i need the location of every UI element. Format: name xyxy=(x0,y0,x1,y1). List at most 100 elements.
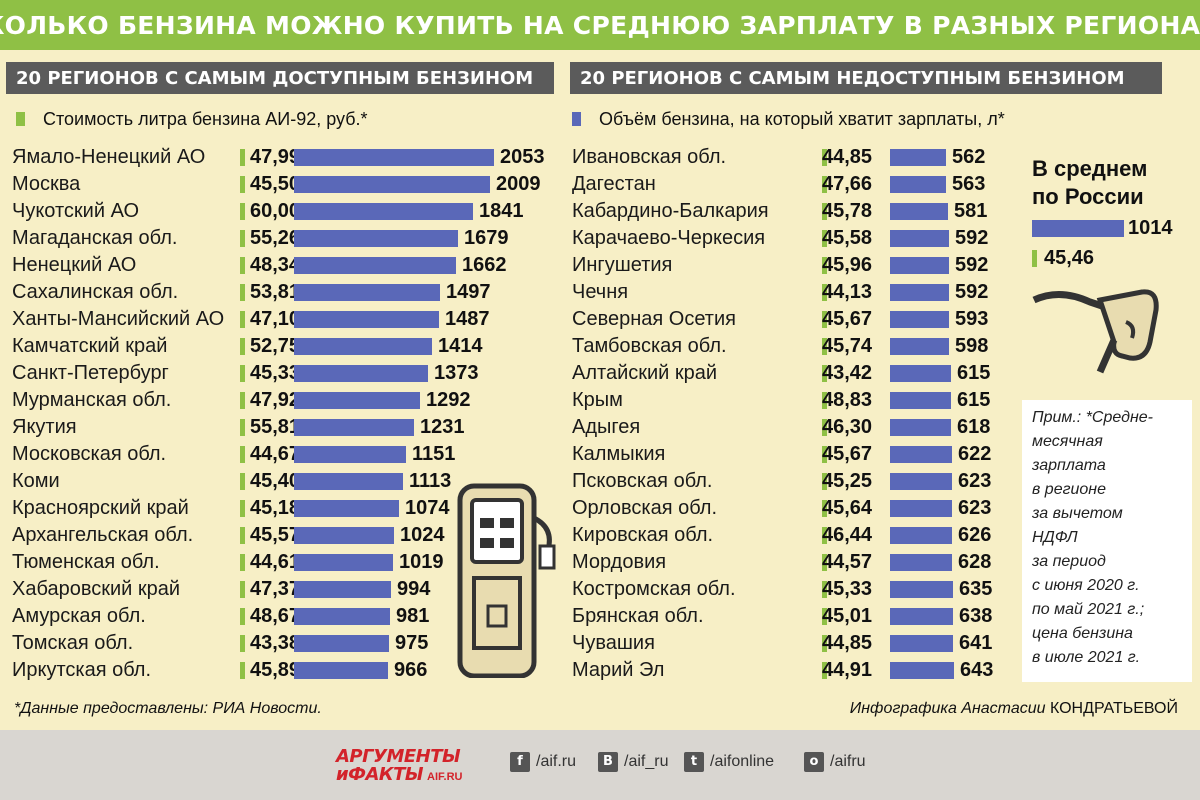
price-tick xyxy=(240,149,245,166)
region-name: Чечня xyxy=(572,281,629,303)
region-name: Томская обл. xyxy=(12,632,134,654)
volume-value: 593 xyxy=(955,308,989,330)
volume-bar xyxy=(890,527,952,544)
price-value: 44,67 xyxy=(250,443,301,465)
price-tick xyxy=(240,608,245,625)
average-volume-value: 1014 xyxy=(1128,217,1173,239)
social-link-odnoklassniki[interactable]: о/aifru xyxy=(804,752,866,772)
table-row: Ивановская обл. 44,85 562 xyxy=(560,144,1020,171)
volume-value: 1113 xyxy=(409,470,452,492)
social-label: /aif.ru xyxy=(536,753,577,770)
twitter-icon: t xyxy=(684,752,704,772)
volume-value: 622 xyxy=(958,443,992,465)
price-value: 45,78 xyxy=(822,200,873,222)
volume-bar xyxy=(890,635,953,652)
price-value: 46,30 xyxy=(822,416,873,438)
volume-value: 638 xyxy=(959,605,993,627)
region-name: Псковская обл. xyxy=(572,470,713,492)
volume-value: 592 xyxy=(955,227,989,249)
social-link-vk[interactable]: В/aif_ru xyxy=(598,752,668,772)
table-row: Магаданская обл. 55,26 1679 xyxy=(0,225,560,252)
price-value: 45,25 xyxy=(822,470,873,492)
price-tick xyxy=(822,446,827,463)
region-name: Карачаево-Черкесия xyxy=(572,227,766,249)
price-tick xyxy=(822,473,827,490)
social-link-facebook[interactable]: f/aif.ru xyxy=(510,752,576,772)
region-name: Алтайский край xyxy=(572,362,718,384)
volume-bar xyxy=(890,230,949,247)
volume-value: 1662 xyxy=(462,254,507,276)
price-value: 47,66 xyxy=(822,173,873,195)
table-row: Кабардино-Балкария 45,78 581 xyxy=(560,198,1020,225)
volume-value: 615 xyxy=(957,389,991,411)
average-title: В среднем по России xyxy=(1032,156,1148,209)
social-label: /aifonline xyxy=(710,753,775,770)
price-tick xyxy=(822,176,827,193)
table-row: Якутия 55,81 1231 xyxy=(0,414,560,441)
aif-logo[interactable]: АРГУМЕНТЫ иФАКТЫ AIF.RU xyxy=(336,748,463,785)
volume-legend: Объём бензина, на который хватит зарплат… xyxy=(572,106,1005,132)
region-name: Московская обл. xyxy=(12,443,167,465)
volume-value: 1074 xyxy=(405,497,450,519)
table-row: Марий Эл 44,91 643 xyxy=(560,657,1020,684)
volume-bar xyxy=(890,338,949,355)
region-name: Марий Эл xyxy=(572,659,665,681)
volume-bar xyxy=(294,446,406,463)
price-value: 45,67 xyxy=(822,443,873,465)
volume-bar xyxy=(294,284,440,301)
volume-bar xyxy=(890,554,952,571)
price-value: 48,83 xyxy=(822,389,873,411)
region-name: Тюменская обл. xyxy=(12,551,160,573)
region-name: Мурманская обл. xyxy=(12,389,172,411)
price-tick xyxy=(822,257,827,274)
volume-value: 563 xyxy=(952,173,986,195)
price-tick xyxy=(822,581,827,598)
price-value: 43,38 xyxy=(250,632,301,654)
social-link-twitter[interactable]: t/aifonline xyxy=(684,752,774,772)
volume-bar xyxy=(890,446,952,463)
volume-value: 2053 xyxy=(500,146,545,168)
price-value: 45,33 xyxy=(250,362,301,384)
table-row: Амурская обл. 48,67 981 xyxy=(0,603,560,630)
region-name: Камчатский край xyxy=(12,335,168,357)
price-legend-label: Стоимость литра бензина АИ-92, руб.* xyxy=(43,108,368,129)
price-tick xyxy=(240,284,245,301)
volume-value: 643 xyxy=(960,659,994,681)
volume-bar xyxy=(294,203,473,220)
price-value: 44,91 xyxy=(822,659,873,681)
volume-bar xyxy=(890,284,949,301)
volume-bar xyxy=(294,554,393,571)
fuel-pump-icon xyxy=(457,483,556,678)
price-value: 53,81 xyxy=(250,281,301,303)
volume-bar xyxy=(294,365,428,382)
table-row: Карачаево-Черкесия 45,58 592 xyxy=(560,225,1020,252)
volume-value: 2009 xyxy=(496,173,541,195)
region-name: Магаданская обл. xyxy=(12,227,178,249)
volume-legend-swatch xyxy=(572,112,581,126)
price-value: 45,33 xyxy=(822,578,873,600)
price-tick xyxy=(822,635,827,652)
volume-bar xyxy=(890,608,953,625)
volume-bar xyxy=(890,581,953,598)
table-row: Адыгея 46,30 618 xyxy=(560,414,1020,441)
volume-value: 966 xyxy=(394,659,428,681)
region-name: Коми xyxy=(12,470,60,492)
price-value: 44,85 xyxy=(822,632,873,654)
volume-bar xyxy=(294,176,490,193)
table-row: Орловская обл. 45,64 623 xyxy=(560,495,1020,522)
volume-value: 581 xyxy=(954,200,988,222)
region-name: Тамбовская обл. xyxy=(572,335,727,357)
left-chart: Ямало-Ненецкий АО 47,99 2053 Москва 45,50 200… xyxy=(0,144,560,684)
price-value: 44,57 xyxy=(822,551,873,573)
price-value: 45,96 xyxy=(822,254,873,276)
price-value: 47,37 xyxy=(250,578,301,600)
price-tick xyxy=(822,419,827,436)
price-value: 47,92 xyxy=(250,389,301,411)
price-tick xyxy=(240,392,245,409)
logo-site-text: AIF.RU xyxy=(427,771,463,783)
price-tick xyxy=(240,338,245,355)
volume-value: 618 xyxy=(957,416,991,438)
volume-bar xyxy=(890,149,946,166)
price-tick xyxy=(822,311,827,328)
price-tick xyxy=(822,392,827,409)
